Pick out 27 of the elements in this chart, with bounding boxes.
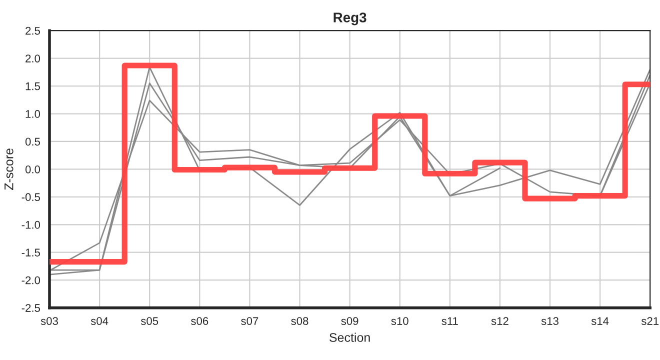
x-tick-label: s14 <box>591 317 609 325</box>
y-tick-label: -2.5 <box>22 304 40 312</box>
y-axis-title: Z-score <box>4 148 14 190</box>
x-tick-label: s10 <box>391 317 408 325</box>
y-tick-label: 0.0 <box>25 165 40 174</box>
x-tick-label: s03 <box>40 317 58 325</box>
y-tick-label: 1.5 <box>26 82 40 90</box>
x-tick-label: s05 <box>140 317 158 325</box>
x-axis-title: Section <box>330 332 370 342</box>
x-tick-label: s09 <box>341 317 358 325</box>
y-tick-label: 1.0 <box>26 110 40 118</box>
x-tick-label: s13 <box>541 317 558 325</box>
y-tick-label: -1.0 <box>22 220 40 229</box>
x-tick-label: s07 <box>241 317 258 325</box>
x-tick-label: s21 <box>641 317 659 325</box>
y-tick-label: 0.5 <box>25 138 40 146</box>
y-tick-label: -0.5 <box>22 193 40 202</box>
y-tick-label: 2.0 <box>26 54 40 62</box>
x-tick-label: s06 <box>191 317 208 325</box>
x-tick-label: s08 <box>291 317 308 325</box>
x-tick-label: s11 <box>442 317 458 325</box>
y-tick-label: -2.0 <box>22 276 40 284</box>
y-tick-label: 2.5 <box>26 26 40 35</box>
y-tick-label: -1.5 <box>22 248 40 256</box>
x-tick-label: s12 <box>491 317 508 325</box>
x-tick-label: s04 <box>90 317 108 325</box>
chart-title: Reg3 <box>334 12 366 26</box>
